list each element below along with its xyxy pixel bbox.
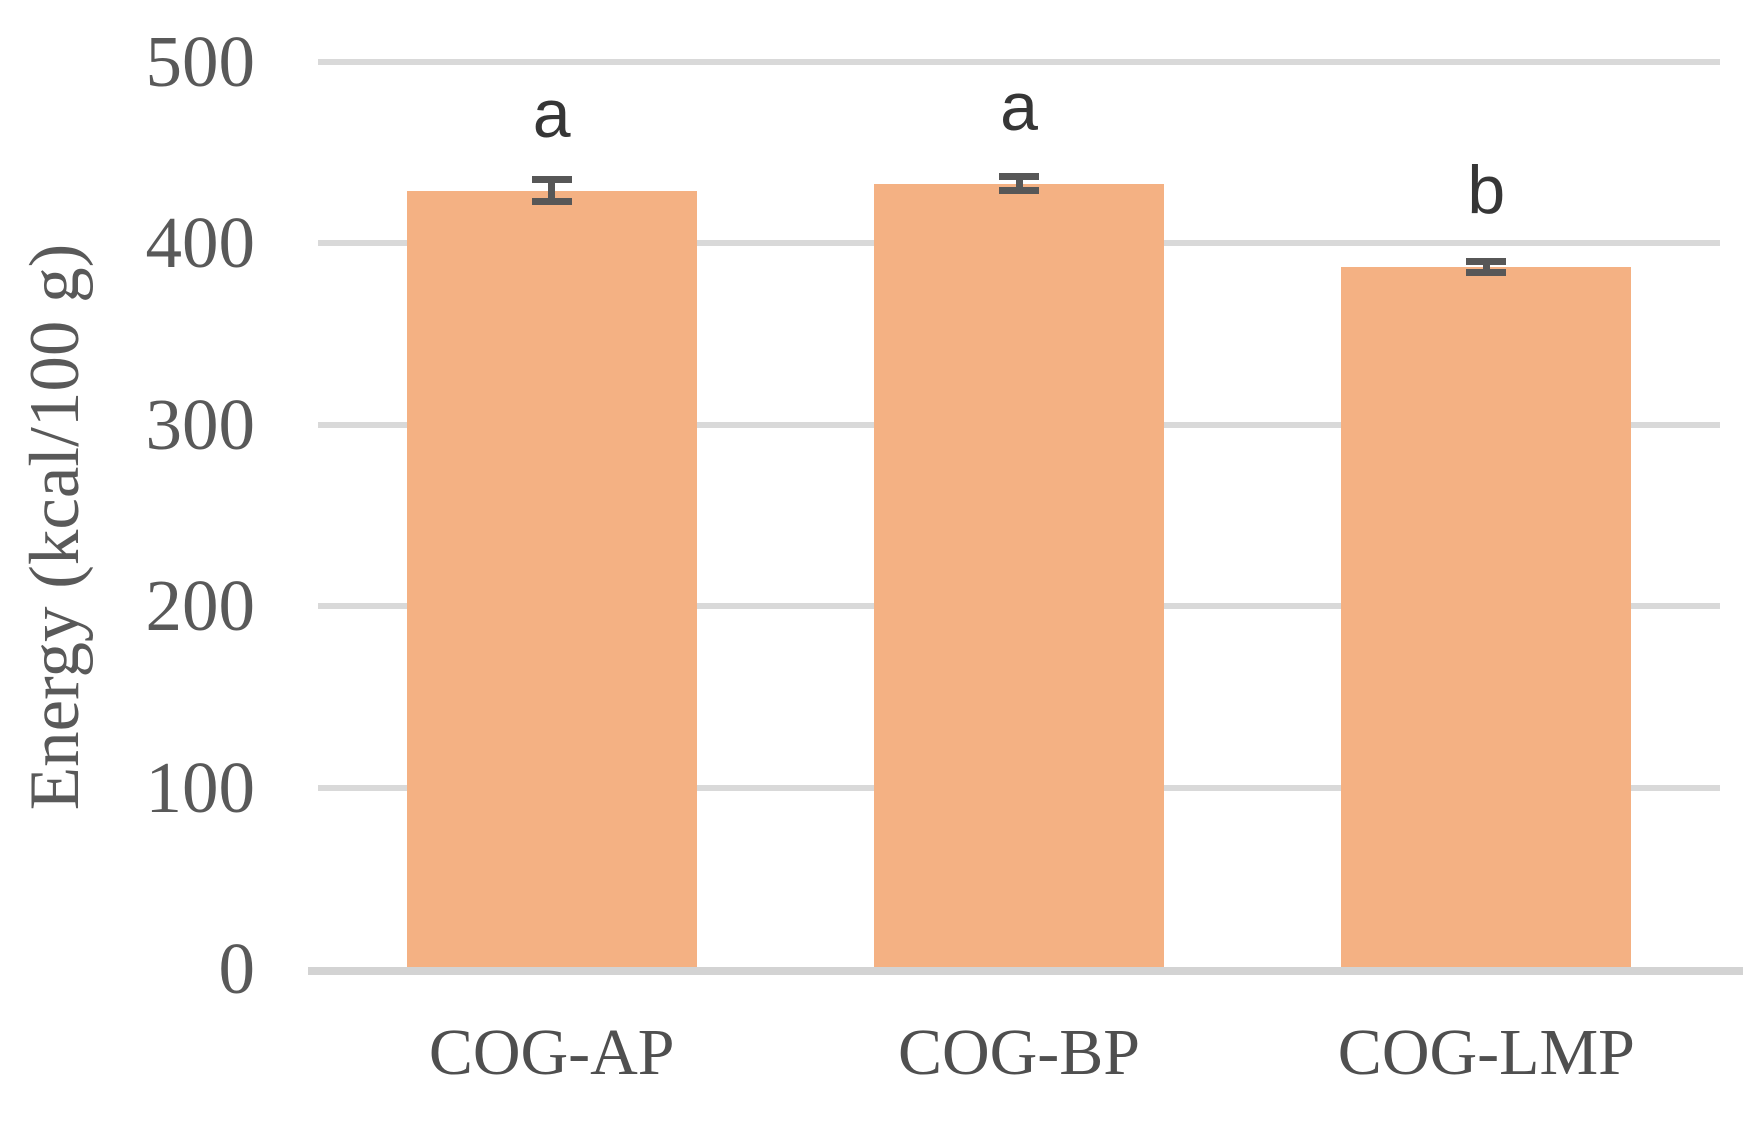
significance-letter: a xyxy=(532,75,571,152)
error-bar-cap-bottom xyxy=(1466,268,1507,276)
significance-letter: a xyxy=(1000,68,1038,145)
x-tick-label: COG-LMP xyxy=(1337,1016,1635,1089)
error-bar-cap-bottom xyxy=(531,198,572,206)
significance-letter: b xyxy=(1467,151,1506,228)
gridline xyxy=(318,59,1720,65)
error-bar-line xyxy=(548,179,556,202)
error-bar-line xyxy=(1482,261,1490,273)
error-bar-cap-top xyxy=(531,176,572,184)
y-tick-label: 300 xyxy=(145,383,256,465)
y-tick-label: 500 xyxy=(145,21,256,102)
y-tick-label: 400 xyxy=(145,202,256,284)
x-axis-line xyxy=(308,967,1743,975)
error-bar-line xyxy=(1015,176,1023,191)
y-tick-label: 100 xyxy=(145,746,256,828)
y-tick-label: 200 xyxy=(145,565,256,647)
error-bar-cap-top xyxy=(999,172,1039,180)
bar xyxy=(406,190,697,969)
error-bar-cap-top xyxy=(1466,258,1507,266)
bar xyxy=(1341,266,1632,969)
x-tick-label: COG-AP xyxy=(428,1016,675,1089)
x-tick-label: COG-BP xyxy=(897,1016,1141,1089)
bar xyxy=(874,183,1164,969)
error-bar-cap-bottom xyxy=(999,187,1039,195)
y-tick-label: 0 xyxy=(218,928,256,1009)
